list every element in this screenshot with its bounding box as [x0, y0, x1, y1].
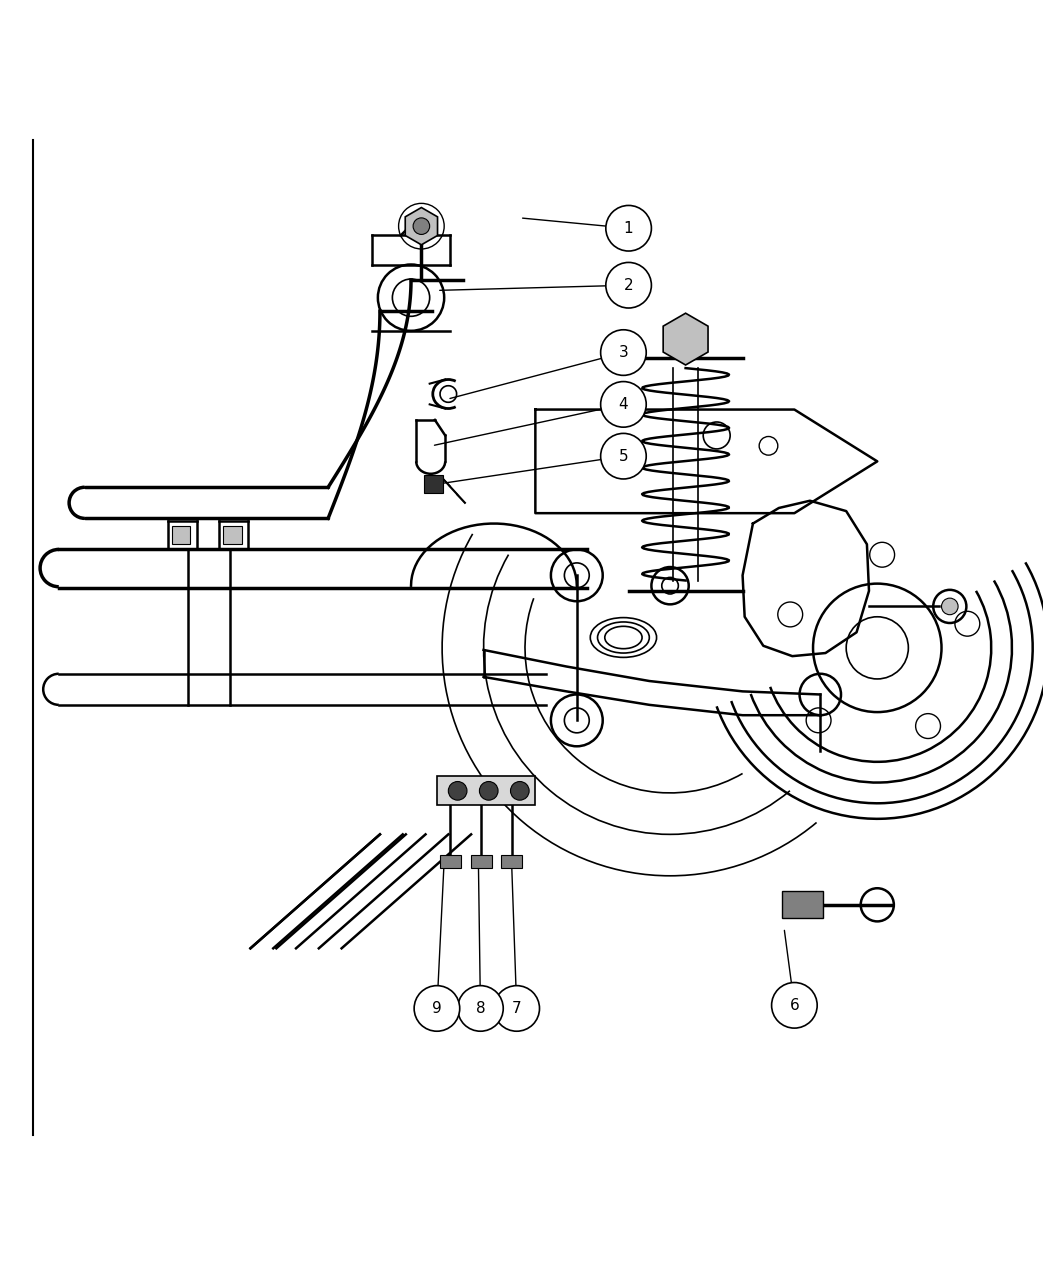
Polygon shape — [405, 208, 438, 245]
Bar — [172, 525, 190, 544]
Text: 7: 7 — [512, 1001, 522, 1016]
Text: 9: 9 — [432, 1001, 442, 1016]
Text: 1: 1 — [624, 221, 633, 236]
Circle shape — [510, 782, 529, 801]
Bar — [440, 856, 461, 867]
Bar — [501, 856, 522, 867]
Circle shape — [494, 986, 540, 1031]
Circle shape — [942, 598, 958, 615]
Bar — [782, 891, 823, 918]
Text: 5: 5 — [618, 449, 628, 464]
Text: 3: 3 — [618, 346, 628, 360]
Text: 4: 4 — [618, 397, 628, 412]
Circle shape — [606, 263, 651, 309]
Circle shape — [601, 330, 646, 375]
Text: 2: 2 — [624, 278, 633, 293]
Circle shape — [458, 986, 503, 1031]
Text: 6: 6 — [790, 998, 799, 1012]
Circle shape — [606, 205, 651, 251]
Bar — [471, 856, 491, 867]
Circle shape — [601, 381, 646, 427]
Bar — [224, 525, 243, 544]
Bar — [424, 474, 443, 493]
Circle shape — [413, 218, 429, 235]
Circle shape — [480, 782, 498, 801]
Text: 8: 8 — [476, 1001, 485, 1016]
Circle shape — [448, 782, 467, 801]
Bar — [437, 776, 536, 806]
Polygon shape — [664, 314, 708, 365]
Circle shape — [772, 983, 817, 1028]
Circle shape — [601, 434, 646, 479]
Circle shape — [414, 986, 460, 1031]
